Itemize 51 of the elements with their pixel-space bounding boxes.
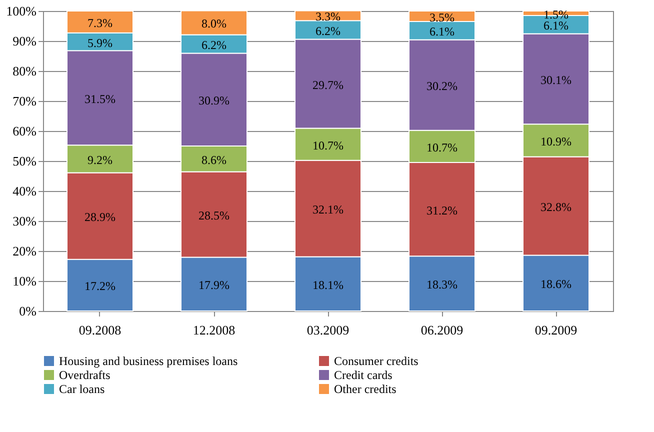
y-tick-label: 60% [12, 124, 37, 138]
y-tick-label: 80% [12, 64, 37, 78]
legend-label: Housing and business premises loans [59, 354, 238, 368]
y-tick-label: 30% [12, 214, 37, 228]
data-label: 3.5% [430, 10, 454, 24]
data-label: 32.8% [540, 200, 572, 214]
data-label: 10.7% [312, 138, 344, 152]
data-label: 8.0% [202, 16, 226, 31]
data-label: 18.6% [540, 277, 572, 292]
legend-label: Consumer credits [334, 354, 419, 368]
data-label: 30.9% [198, 94, 230, 108]
data-label: 6.2% [202, 38, 226, 52]
data-label: 6.1% [430, 24, 454, 39]
y-tick-label: 20% [12, 244, 37, 258]
data-label: 31.2% [426, 203, 458, 218]
y-tick-label: 100% [6, 4, 37, 18]
data-label: 18.1% [312, 278, 344, 292]
data-label: 31.5% [84, 92, 116, 106]
data-label: 17.2% [84, 279, 116, 294]
x-tick-label: 06.2009 [420, 322, 464, 338]
data-label: 29.7% [312, 78, 344, 92]
x-tick-label: 09.2009 [534, 322, 578, 338]
y-tick-label: 50% [12, 154, 37, 168]
x-tick-label: 12.2008 [192, 322, 236, 338]
data-label: 8.6% [202, 152, 226, 167]
data-label: 10.7% [426, 140, 458, 154]
data-label: 28.9% [84, 210, 116, 224]
data-label: 28.5% [198, 208, 230, 223]
data-label: 6.1% [544, 18, 568, 33]
x-tick-label: 09.2008 [78, 322, 122, 338]
data-label: 3.3% [316, 10, 340, 24]
y-tick-label: 90% [12, 34, 37, 48]
data-label: 30.1% [540, 72, 572, 87]
data-label: 10.9% [540, 134, 572, 148]
data-label: 30.2% [426, 79, 458, 94]
data-label: 18.3% [426, 278, 458, 292]
data-label: 9.2% [88, 152, 112, 167]
y-tick-label: 70% [12, 94, 37, 108]
data-label: 5.9% [88, 36, 112, 50]
data-label: 32.1% [312, 202, 344, 217]
data-label: 6.2% [316, 24, 340, 38]
data-label: 17.9% [198, 278, 230, 292]
x-tick-label: 03.2009 [306, 322, 350, 338]
y-tick-label: 40% [12, 184, 37, 198]
y-tick-label: 0% [19, 304, 37, 318]
legend-label: Credit cards [334, 368, 393, 382]
legend-label: Overdrafts [59, 368, 111, 382]
legend-label: Car loans [59, 382, 105, 396]
y-tick-label: 10% [12, 274, 37, 288]
data-label: 7.3% [88, 16, 112, 30]
legend-label: Other credits [334, 382, 397, 396]
